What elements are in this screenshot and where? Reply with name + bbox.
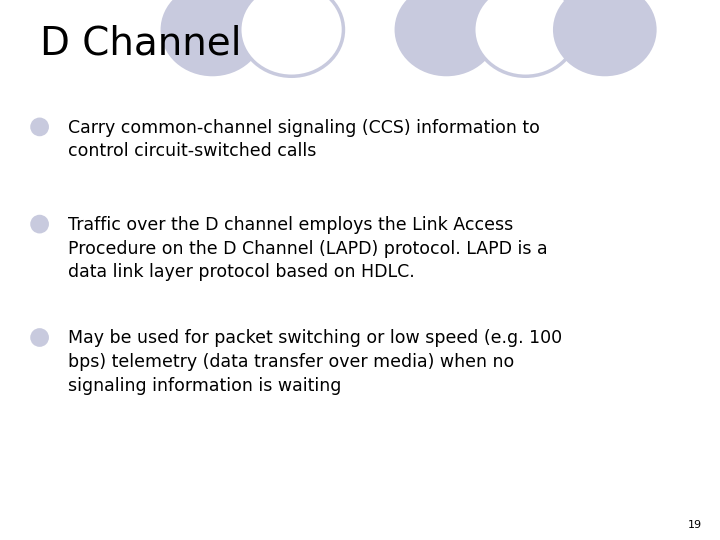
Text: Traffic over the D channel employs the Link Access
Procedure on the D Channel (L: Traffic over the D channel employs the L…: [68, 216, 548, 281]
Ellipse shape: [395, 0, 498, 76]
Ellipse shape: [474, 0, 577, 76]
Ellipse shape: [161, 0, 264, 76]
Ellipse shape: [30, 118, 49, 136]
Ellipse shape: [30, 328, 49, 347]
Text: 19: 19: [688, 520, 702, 530]
Ellipse shape: [30, 215, 49, 233]
Text: D Channel: D Channel: [40, 24, 241, 62]
Ellipse shape: [553, 0, 657, 76]
Text: Carry common-channel signaling (CCS) information to
control circuit-switched cal: Carry common-channel signaling (CCS) inf…: [68, 119, 540, 160]
Ellipse shape: [240, 0, 343, 76]
Text: May be used for packet switching or low speed (e.g. 100
bps) telemetry (data tra: May be used for packet switching or low …: [68, 329, 562, 395]
